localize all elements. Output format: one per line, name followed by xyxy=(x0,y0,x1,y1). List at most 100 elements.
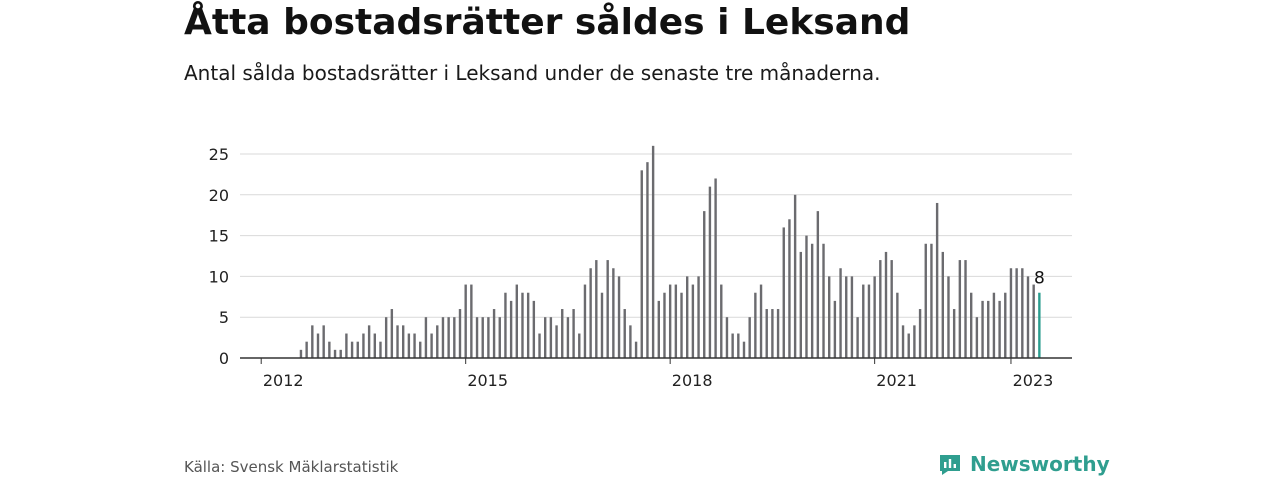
bar xyxy=(390,309,394,358)
bar xyxy=(646,162,649,358)
bar xyxy=(697,276,700,358)
bar xyxy=(720,284,723,358)
bar xyxy=(350,341,354,358)
bar xyxy=(691,284,695,358)
y-tick-label: 5 xyxy=(219,308,229,327)
bar xyxy=(822,243,825,358)
bar xyxy=(629,325,632,358)
bar xyxy=(1032,284,1035,358)
bar xyxy=(816,211,820,358)
x-axis-ticks: 2012 2015 2018 2021 2023 xyxy=(260,358,1054,390)
newsworthy-logo-icon xyxy=(940,455,960,475)
y-tick-label: 10 xyxy=(209,267,229,286)
y-tick-label: 15 xyxy=(209,227,229,246)
bar xyxy=(475,317,479,358)
bar xyxy=(532,300,536,358)
y-axis-ticks: 0 5 10 15 20 25 xyxy=(209,145,229,368)
bar xyxy=(1004,292,1007,358)
bar xyxy=(970,292,973,358)
bar xyxy=(384,317,388,358)
bar xyxy=(566,317,570,358)
bar xyxy=(708,186,712,358)
bar xyxy=(356,341,359,358)
bar xyxy=(913,325,916,358)
bar xyxy=(845,276,848,358)
x-tick-label: 2023 xyxy=(1013,371,1054,390)
bar xyxy=(578,333,581,358)
bar xyxy=(674,284,678,358)
bar xyxy=(731,333,734,358)
bar xyxy=(890,260,893,358)
bar xyxy=(958,260,962,358)
bar xyxy=(833,300,837,358)
bar xyxy=(879,260,882,358)
bar xyxy=(765,309,768,358)
page-title: Åtta bostadsrätter såldes i Leksand xyxy=(184,2,911,43)
bar xyxy=(714,178,717,358)
bar xyxy=(561,309,564,358)
bar xyxy=(952,309,956,358)
bar xyxy=(799,251,802,358)
bar xyxy=(634,341,638,358)
bar xyxy=(407,333,411,358)
bar xyxy=(805,235,808,358)
y-tick-label: 20 xyxy=(209,186,229,205)
bar xyxy=(333,349,337,358)
bar xyxy=(316,333,320,358)
bar xyxy=(402,325,405,358)
bar xyxy=(447,317,450,358)
bar xyxy=(663,292,666,358)
bar xyxy=(998,300,1001,358)
bar xyxy=(862,284,865,358)
bar xyxy=(498,317,501,358)
bar xyxy=(901,325,905,358)
bar xyxy=(651,145,655,358)
bar xyxy=(896,292,899,358)
bar xyxy=(504,292,507,358)
bar xyxy=(703,211,706,358)
bar xyxy=(771,309,774,358)
bar xyxy=(441,317,445,358)
bar xyxy=(526,292,530,358)
bar xyxy=(759,284,763,358)
bar xyxy=(606,260,609,358)
y-tick-label: 25 xyxy=(209,145,229,164)
bar xyxy=(941,251,944,358)
bar xyxy=(918,309,922,358)
bar xyxy=(623,309,626,358)
x-tick-label: 2021 xyxy=(876,371,917,390)
bar xyxy=(810,243,814,358)
bar xyxy=(964,260,967,358)
bar xyxy=(555,325,558,358)
bar xyxy=(595,260,598,358)
bar xyxy=(458,309,462,358)
page-subtitle: Antal sålda bostadsrätter i Leksand unde… xyxy=(184,61,881,85)
bar xyxy=(754,292,757,358)
bar xyxy=(305,341,308,358)
gridlines xyxy=(240,153,1072,318)
bar xyxy=(947,276,950,358)
bar xyxy=(362,333,365,358)
highlight-value-label: 8 xyxy=(1034,269,1045,289)
brand-name: Newsworthy xyxy=(970,452,1110,476)
x-tick-label: 2018 xyxy=(672,371,713,390)
bar xyxy=(430,333,433,358)
x-tick-label: 2012 xyxy=(263,371,304,390)
bar xyxy=(668,284,672,358)
bar xyxy=(924,243,927,358)
bar xyxy=(776,309,780,358)
bar xyxy=(544,317,547,358)
bar xyxy=(549,317,553,358)
bar-highlight xyxy=(1038,292,1041,358)
bar xyxy=(992,292,996,358)
bar xyxy=(339,349,342,358)
x-tick-label: 2015 xyxy=(467,371,508,390)
bar xyxy=(907,333,910,358)
bar xyxy=(788,219,791,358)
bar xyxy=(975,317,979,358)
bar xyxy=(748,317,751,358)
bar xyxy=(640,170,643,358)
bar xyxy=(413,333,416,358)
bar xyxy=(725,317,729,358)
bar xyxy=(538,333,541,358)
